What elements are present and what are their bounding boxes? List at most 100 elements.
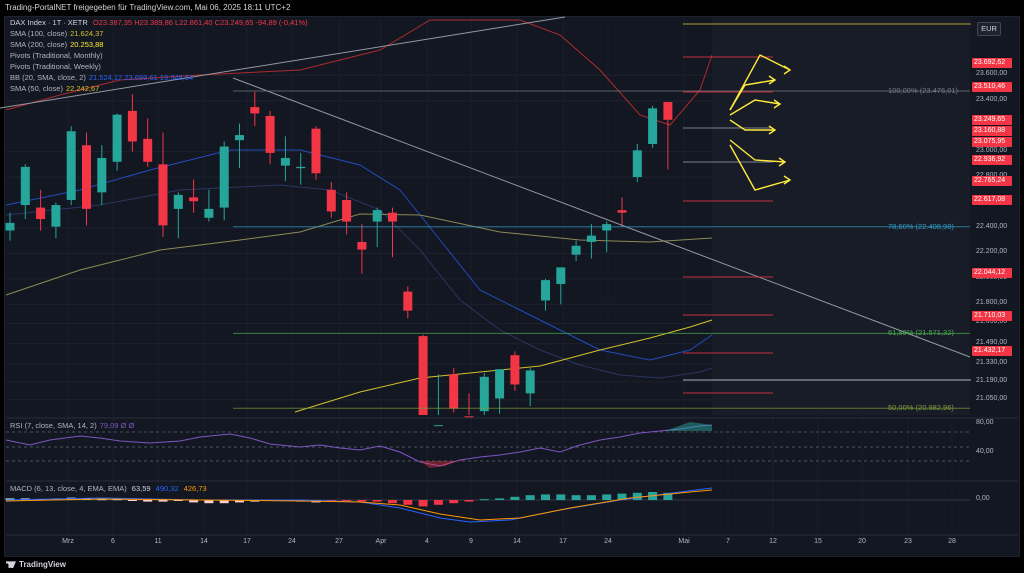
legend-symbol: DAX Index · 1T · XETR [10,18,88,27]
candle-20 [311,126,321,180]
macd-hist-41 [632,492,642,500]
candle-36 [556,267,566,305]
macd-hist-43 [663,492,673,500]
candle-6 [97,145,107,206]
macd-hist-8 [127,500,137,501]
fib-label-1: 78,60% (22.408,98) [888,221,954,231]
legend-sma200-value: 20.253,88 [70,40,104,49]
candle-15 [235,123,244,169]
scenario-arrow-1 [729,79,776,111]
candle-41 [632,143,642,183]
candle-body-32 [495,369,505,399]
tv-logo-icon [6,561,16,569]
macd-hist-7 [112,499,122,501]
candle-body-4 [66,131,76,200]
time-tick-1: 6 [111,538,115,545]
tradingview-logo[interactable]: TradingView [6,557,66,573]
time-tick-3: 14 [200,538,208,545]
price-label-2[interactable]: 23.249,65 [972,114,1012,125]
candle-18 [280,136,290,181]
time-tick-14: 7 [726,538,730,545]
candle-body-19 [296,166,306,169]
price-tick-5: 22.200,00 [976,248,1008,256]
time-tick-4: 17 [243,538,251,545]
price-label-5[interactable]: 22.936,92 [972,154,1012,165]
legend-bb-label: BB (20, SMA, close, 2) [10,73,86,82]
candle-body-23 [357,241,367,250]
candle-26 [403,286,413,319]
scenario-arrow-4 [729,139,786,163]
scenario-arrowhead-1 [768,75,777,85]
price-tick-8: 21.650,00 [976,318,1008,326]
macd-hist-12 [189,500,199,503]
fib-label-2: 61,80% (21.571,32) [888,328,954,338]
price-label-3[interactable]: 23.160,88 [972,126,1012,137]
legend-sma100[interactable]: SMA (100, close) 21.624,37 [10,29,103,38]
candle-27 [418,334,428,415]
currency-button[interactable]: EUR [977,22,1001,36]
candle-body-26 [403,291,413,311]
price-label-0[interactable]: 23.692,62 [972,58,1012,69]
legend-bb[interactable]: BB (20, SMA, close, 2) 21.524,12 23.699,6… [10,73,193,82]
time-tick-19: 28 [948,538,956,545]
sma100-line [294,319,713,413]
time-tick-11: 17 [559,538,567,545]
candle-body-2 [36,207,46,220]
candle-body-13 [204,208,214,218]
price-label-10[interactable]: 21.432,17 [972,346,1012,357]
time-tick-10: 14 [513,538,521,545]
candle-10 [158,132,168,237]
price-label-8[interactable]: 22.044,12 [972,268,1012,279]
legend-sma100-value: 21.624,37 [70,29,104,38]
legend-pivots-weekly[interactable]: Pivots (Traditional, Weekly) [10,62,101,71]
rsi-line [5,424,713,467]
legend-symbol-row: DAX Index · 1T · XETR O23.387,35 H23.389… [10,18,308,27]
legend-ohlc: O23.387,35 H23.389,86 L22.861,40 C23.249… [92,18,308,27]
macd-hist-24 [372,500,382,502]
candle-40 [617,197,627,227]
price-label-4[interactable]: 23.075,95 [972,136,1012,147]
candle-body-15 [235,135,244,141]
candle-body-34 [525,370,535,394]
price-label-9[interactable]: 21.710,03 [972,310,1012,321]
macd-hist-10 [158,500,168,502]
candle-body-7 [112,114,122,162]
legend-macd[interactable]: MACD (6, 13, close, 4, EMA, EMA) 63,59 4… [10,484,207,493]
tradingview-brand: TradingView [19,560,66,569]
price-label-7[interactable]: 22.617,08 [972,195,1012,206]
legend-sma50[interactable]: SMA (50, close) 22.242,67 [10,84,99,93]
macd-hist-0 [5,498,15,500]
rsi-oversold-fill [420,460,465,468]
scenario-arrowhead-5 [783,175,792,185]
candle-body-24 [372,210,382,222]
legend-pivots-monthly[interactable]: Pivots (Traditional, Monthly) [10,51,103,60]
macd-hist-30 [464,500,474,502]
candle-body-41 [632,150,642,178]
price-label-6[interactable]: 22.765,24 [972,176,1012,187]
time-tick-18: 23 [904,538,912,545]
candle-37 [571,240,581,262]
legend-sma50-value: 22.242,67 [65,84,100,93]
candle-3 [51,202,61,239]
macd-hist-13 [204,500,214,504]
macd-hist-9 [143,500,153,502]
candle-16 [250,91,260,127]
macd-hist-29 [449,500,459,504]
macd-hist-25 [388,500,397,504]
macd-hist-14 [219,500,229,504]
macd-hist-28 [433,500,443,505]
price-label-1[interactable]: 23.510,46 [972,81,1012,92]
candle-5 [82,132,91,226]
macd-hist-32 [495,498,505,500]
macd-hist-31 [479,499,489,501]
candle-42 [648,105,658,148]
scenario-arrow-3 [729,119,775,131]
legend-rsi[interactable]: RSI (7, close, SMA, 14, 2) 79,09 Ø Ø [10,421,134,430]
candle-32 [495,369,505,414]
candle-8 [127,94,137,152]
header-title: Trading-PortalNET freigegeben für Tradin… [0,0,1024,16]
legend-sma200[interactable]: SMA (200, close) 20.253,88 [10,40,103,49]
trendline-descending [232,77,971,358]
time-tick-0: Mrz [62,538,74,545]
